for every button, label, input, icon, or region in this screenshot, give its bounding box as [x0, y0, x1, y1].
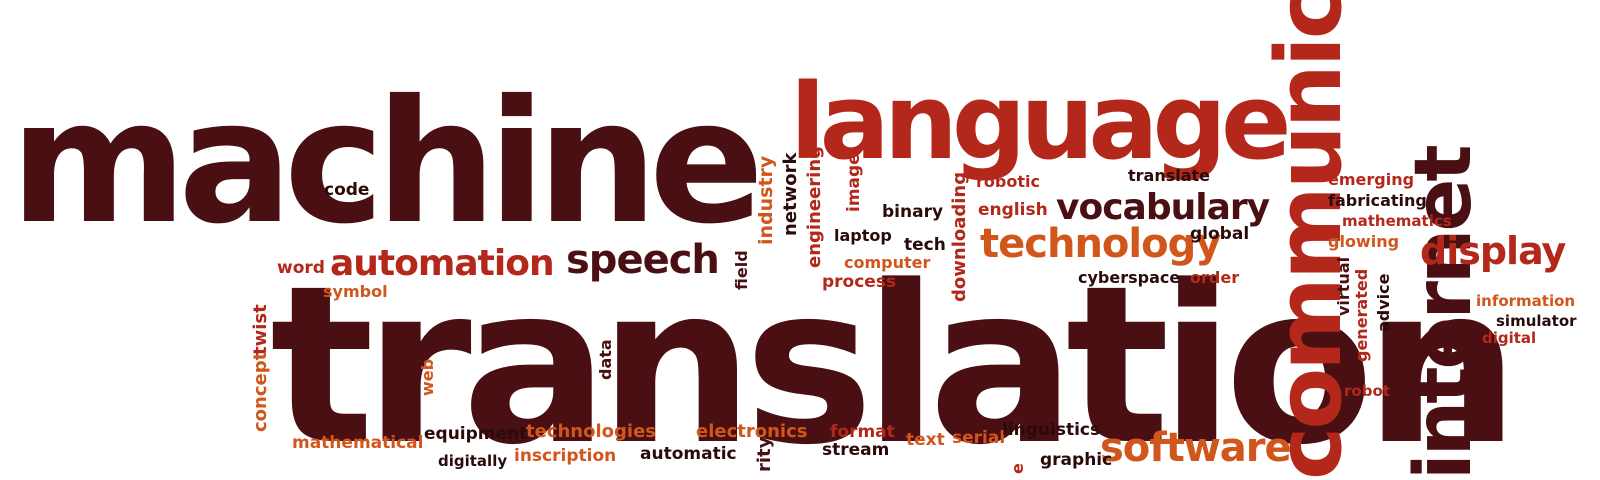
word-image: image	[844, 153, 864, 212]
word-language: language	[790, 61, 1292, 183]
word-tech: tech	[904, 235, 946, 255]
word-process: process	[822, 272, 897, 292]
word-electronics: electronics	[696, 421, 808, 442]
word-equipment: equipment	[424, 424, 528, 444]
word-robot: robot	[1344, 382, 1390, 400]
word-automation: automation	[330, 243, 555, 284]
word-concept: concept	[250, 351, 271, 432]
word-graphic: graphic	[1040, 450, 1113, 470]
word-technology: technology	[980, 221, 1221, 267]
word-word: word	[277, 258, 325, 278]
word-information: information	[1476, 292, 1576, 310]
word-glowing: glowing	[1328, 232, 1400, 251]
word-order: order	[1190, 268, 1240, 287]
word-inscription: inscription	[514, 446, 617, 466]
word-software: software	[1100, 425, 1292, 471]
word-virtual: virtual	[1334, 256, 1353, 316]
word-advice: advice	[1374, 273, 1393, 333]
word-mathematics: mathematics	[1342, 212, 1452, 230]
word-speech: speech	[566, 237, 720, 283]
word-linguistics: linguistics	[1002, 420, 1101, 440]
word-automatic: automatic	[640, 444, 737, 464]
word-emerging: emerging	[1328, 170, 1415, 189]
word-cyberspace: cyberspace	[1078, 268, 1181, 287]
word-vocabulary: vocabulary	[1056, 187, 1270, 228]
word-generated: generated	[1352, 268, 1371, 362]
word-digitally: digitally	[438, 452, 508, 470]
word-translation: translation	[270, 240, 1520, 480]
word-symbol: symbol	[323, 282, 388, 301]
word-format: format	[830, 422, 895, 442]
word-serial: serial	[952, 428, 1006, 448]
word-twist: twist	[250, 304, 271, 355]
word-network: network	[780, 152, 801, 236]
word-display: display	[1420, 229, 1566, 273]
word-downloading: downloading	[949, 171, 970, 302]
word-rity: rity	[754, 436, 775, 472]
word-e-fragment: e	[1008, 463, 1027, 474]
word-field: field	[732, 250, 751, 290]
word-computer: computer	[844, 253, 931, 272]
word-web: web	[418, 358, 437, 396]
word-mathematical: mathematical	[292, 433, 424, 453]
word-english: english	[978, 200, 1048, 220]
word-text: text	[906, 430, 945, 450]
word-simulator: simulator	[1496, 312, 1577, 330]
word-data: data	[596, 339, 615, 380]
word-binary: binary	[882, 202, 944, 222]
word-code: code	[324, 180, 370, 200]
word-global: global	[1190, 224, 1250, 244]
word-machine: machine	[10, 64, 764, 262]
word-robotic: robotic	[976, 172, 1040, 191]
word-digital: digital	[1482, 329, 1537, 347]
word-translate: translate	[1128, 166, 1211, 185]
word-engineering: engineering	[804, 145, 825, 268]
word-laptop: laptop	[834, 226, 892, 245]
word-technologies: technologies	[526, 421, 656, 442]
word-industry: industry	[755, 155, 777, 245]
word-stream: stream	[822, 440, 890, 460]
word-fabricating: fabricating	[1328, 191, 1427, 210]
